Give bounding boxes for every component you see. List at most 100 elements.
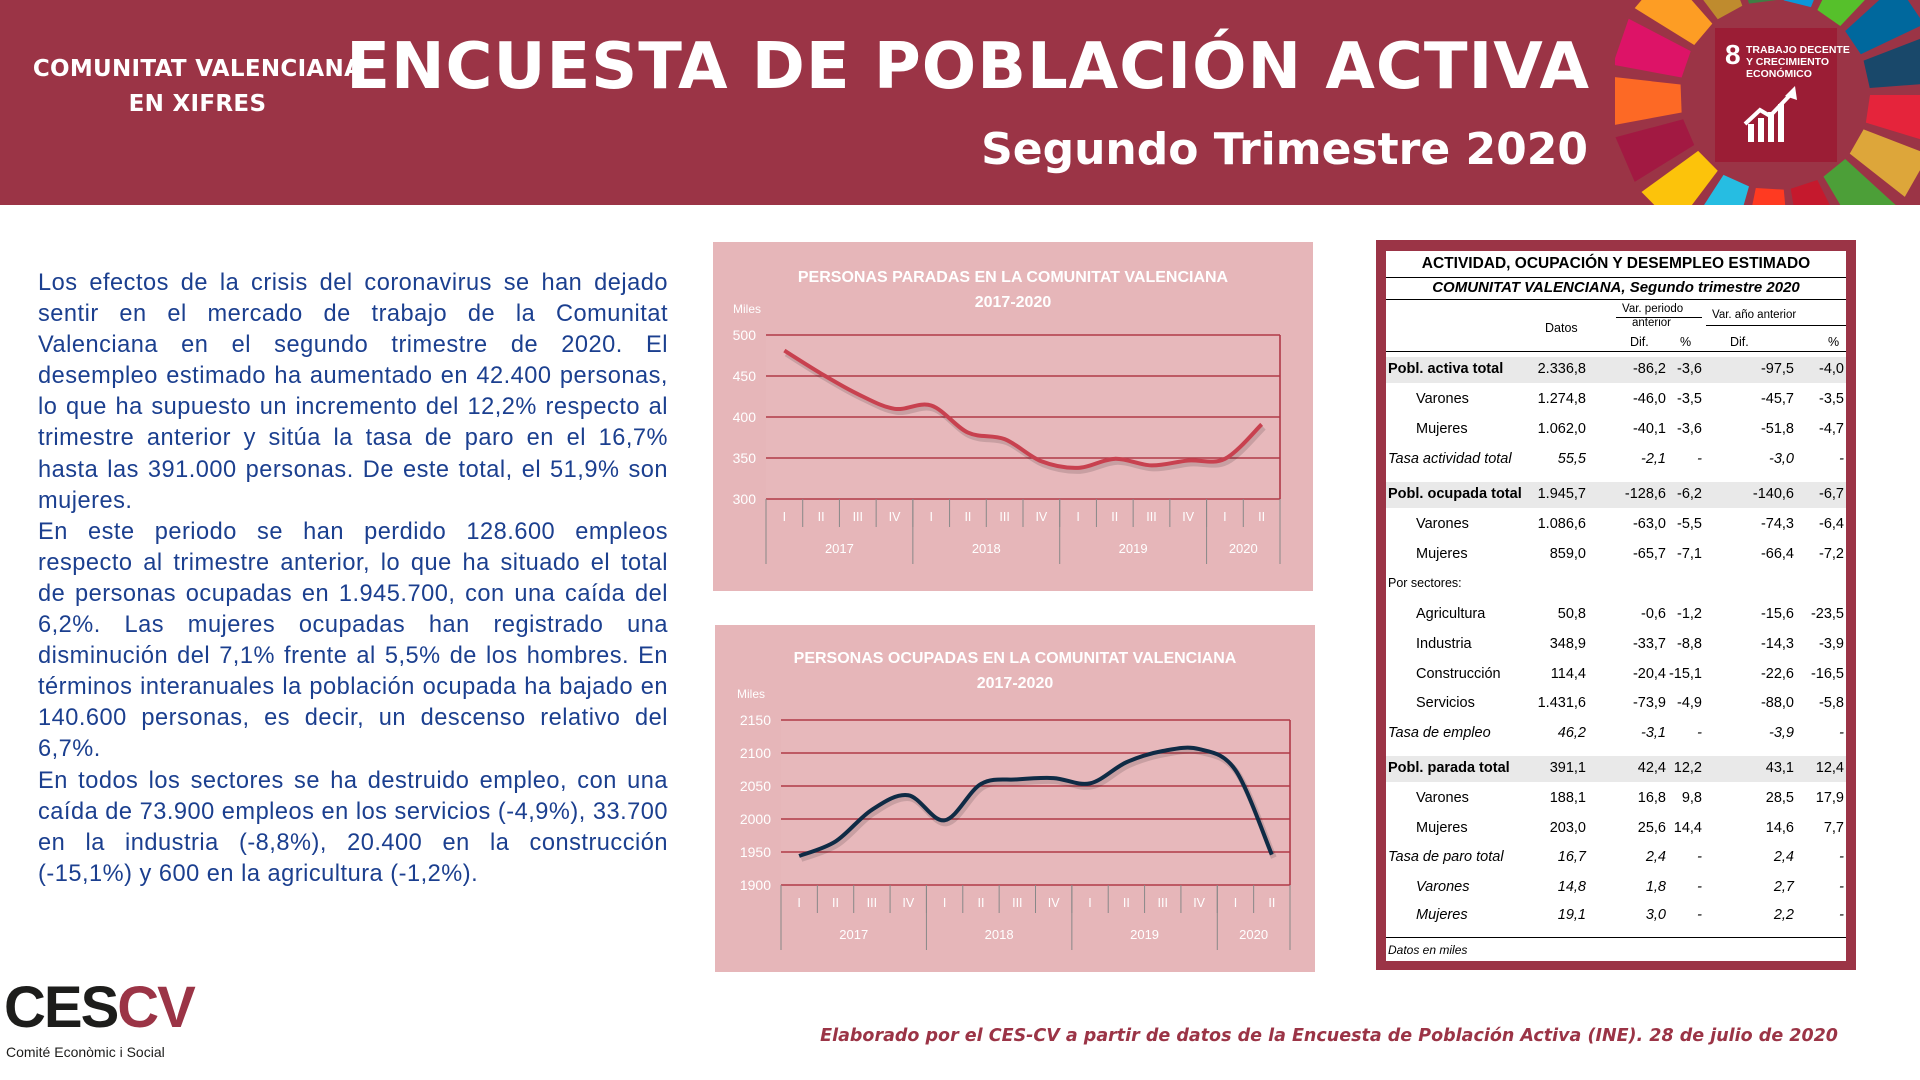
cescv-logo: CESCV Comité Econòmic i Social	[4, 978, 196, 1068]
cell-pct2: -7,2	[1819, 546, 1844, 562]
quarter-tick-label: I	[1088, 896, 1091, 910]
cell-datos: 188,1	[1549, 790, 1586, 806]
cell-datos: 1.945,7	[1537, 486, 1586, 502]
cell-dif1: 1,8	[1645, 879, 1666, 895]
table-divider	[1386, 277, 1846, 278]
sdg-segment	[1783, 0, 1814, 8]
row-label: Mujeres	[1416, 907, 1468, 923]
page-subtitle: Segundo Trimestre 2020	[981, 124, 1588, 175]
unemployed-chart: PERSONAS PARADAS EN LA COMUNITAT VALENCI…	[713, 242, 1313, 591]
row-label: Industria	[1416, 636, 1472, 652]
cell-datos: 50,8	[1557, 606, 1586, 622]
cell-datos: 1.431,6	[1537, 695, 1586, 711]
cell-dif1: 16,8	[1637, 790, 1666, 806]
cell-pct2: -5,8	[1819, 695, 1844, 711]
table-divider	[1386, 299, 1846, 300]
table-row: Mujeres 859,0 -65,7 -7,1 -66,4 -7,2	[1386, 546, 1846, 568]
year-tick-label: 2018	[972, 541, 1001, 556]
cell-dif2: 2,2	[1773, 907, 1794, 923]
cell-pct1: -	[1697, 907, 1702, 923]
header-pct-2: %	[1828, 335, 1840, 349]
cell-dif1: -33,7	[1632, 636, 1666, 652]
quarter-tick-label: II	[964, 510, 971, 524]
year-tick-label: 2020	[1239, 927, 1268, 942]
cell-dif2: -22,6	[1760, 666, 1794, 682]
header-pct-1: %	[1680, 335, 1692, 349]
cell-datos: 55,5	[1557, 451, 1586, 467]
cell-datos: 14,8	[1557, 879, 1586, 895]
sdg-number: 8	[1725, 39, 1741, 70]
logo-part-2: CV	[117, 975, 196, 1040]
sdg-segment	[1790, 180, 1830, 205]
cell-dif1: 2,4	[1645, 849, 1666, 865]
summary-paragraph-3: En todos los sectores se ha destruido em…	[38, 767, 668, 887]
quarter-tick-label: III	[1146, 510, 1156, 524]
cell-dif1: 25,6	[1637, 820, 1666, 836]
quarter-tick-label: I	[1223, 510, 1226, 524]
sdg-segment	[1863, 38, 1920, 88]
header-var-periodo-2: anterior	[1632, 317, 1671, 329]
table-row: Mujeres 1.062,0 -40,1 -3,6 -51,8 -4,7	[1386, 421, 1846, 443]
table-footer: Datos en miles	[1388, 943, 1468, 957]
employed-chart: PERSONAS OCUPADAS EN LA COMUNITAT VALENC…	[715, 625, 1315, 972]
plot-area	[781, 720, 1290, 885]
cell-dif1: -63,0	[1632, 516, 1666, 532]
quarter-tick-label: IV	[902, 896, 914, 910]
cell-pct2: -	[1839, 725, 1844, 741]
row-highlight	[1386, 357, 1846, 383]
header-dif-1: Dif.	[1630, 335, 1649, 349]
table-title: ACTIVIDAD, OCUPACIÓN Y DESEMPLEO ESTIMAD…	[1421, 255, 1811, 272]
cell-pct2: -3,5	[1819, 391, 1844, 407]
sdg-segment	[1752, 188, 1786, 205]
table-row: Por sectores:	[1386, 576, 1846, 598]
quarter-tick-label: I	[797, 896, 800, 910]
quarter-tick-label: IV	[1182, 510, 1194, 524]
quarter-tick-label: II	[1268, 896, 1275, 910]
chart-title: PERSONAS OCUPADAS EN LA COMUNITAT VALENC…	[794, 650, 1237, 667]
cell-datos: 46,2	[1557, 725, 1586, 741]
source-note: Elaborado por el CES-CV a partir de dato…	[820, 1026, 1838, 1046]
row-label: Pobl. activa total	[1388, 361, 1504, 377]
quarter-tick-label: II	[977, 896, 984, 910]
quarter-tick-label: III	[867, 896, 877, 910]
quarter-tick-label: I	[783, 510, 786, 524]
y-tick-label: 1950	[740, 844, 771, 860]
cell-dif2: -45,7	[1760, 391, 1794, 407]
quarter-tick-label: II	[832, 896, 839, 910]
cell-pct2: 12,4	[1815, 760, 1844, 776]
table-row: Construcción 114,4 -20,4 -15,1 -22,6 -16,5	[1386, 666, 1846, 688]
cell-pct1: 12,2	[1673, 760, 1702, 776]
sdg-segment	[1823, 159, 1896, 205]
cell-pct2: 17,9	[1815, 790, 1844, 806]
cell-dif2: -3,0	[1769, 451, 1794, 467]
cell-datos: 1.062,0	[1537, 421, 1586, 437]
table-row: Pobl. parada total 391,1 42,4 12,2 43,1 12,4	[1386, 760, 1846, 782]
cell-datos: 19,1	[1557, 907, 1586, 923]
cell-dif2: -3,9	[1769, 725, 1794, 741]
cell-pct2: -23,5	[1810, 606, 1844, 622]
sdg-segment	[1615, 119, 1695, 182]
cell-dif2: -14,3	[1760, 636, 1794, 652]
series-line-shadow	[800, 747, 1277, 862]
y-tick-label: 300	[733, 491, 757, 507]
cell-datos: 16,7	[1557, 849, 1586, 865]
header-underline	[1616, 317, 1702, 318]
quarter-tick-label: IV	[1048, 896, 1060, 910]
table-row: Varones 1.274,8 -46,0 -3,5 -45,7 -3,5	[1386, 391, 1846, 413]
y-tick-label: 2000	[740, 811, 771, 827]
cell-pct1: -	[1697, 451, 1702, 467]
cell-dif2: -74,3	[1760, 516, 1794, 532]
cell-datos: 859,0	[1549, 546, 1586, 562]
sdg-segment	[1704, 174, 1750, 205]
sdg-line-2: Y CRECIMIENTO	[1746, 56, 1829, 68]
cell-dif2: 14,6	[1765, 820, 1794, 836]
sdg-segment	[1641, 150, 1718, 205]
cell-pct2: -3,9	[1819, 636, 1844, 652]
cell-datos: 2.336,8	[1537, 361, 1586, 377]
cell-pct1: -7,1	[1677, 546, 1702, 562]
cell-dif1: -73,9	[1632, 695, 1666, 711]
cell-dif2: -51,8	[1760, 421, 1794, 437]
row-label: Mujeres	[1416, 820, 1468, 836]
cell-pct1: -5,5	[1677, 516, 1702, 532]
cell-pct1: -3,5	[1677, 391, 1702, 407]
